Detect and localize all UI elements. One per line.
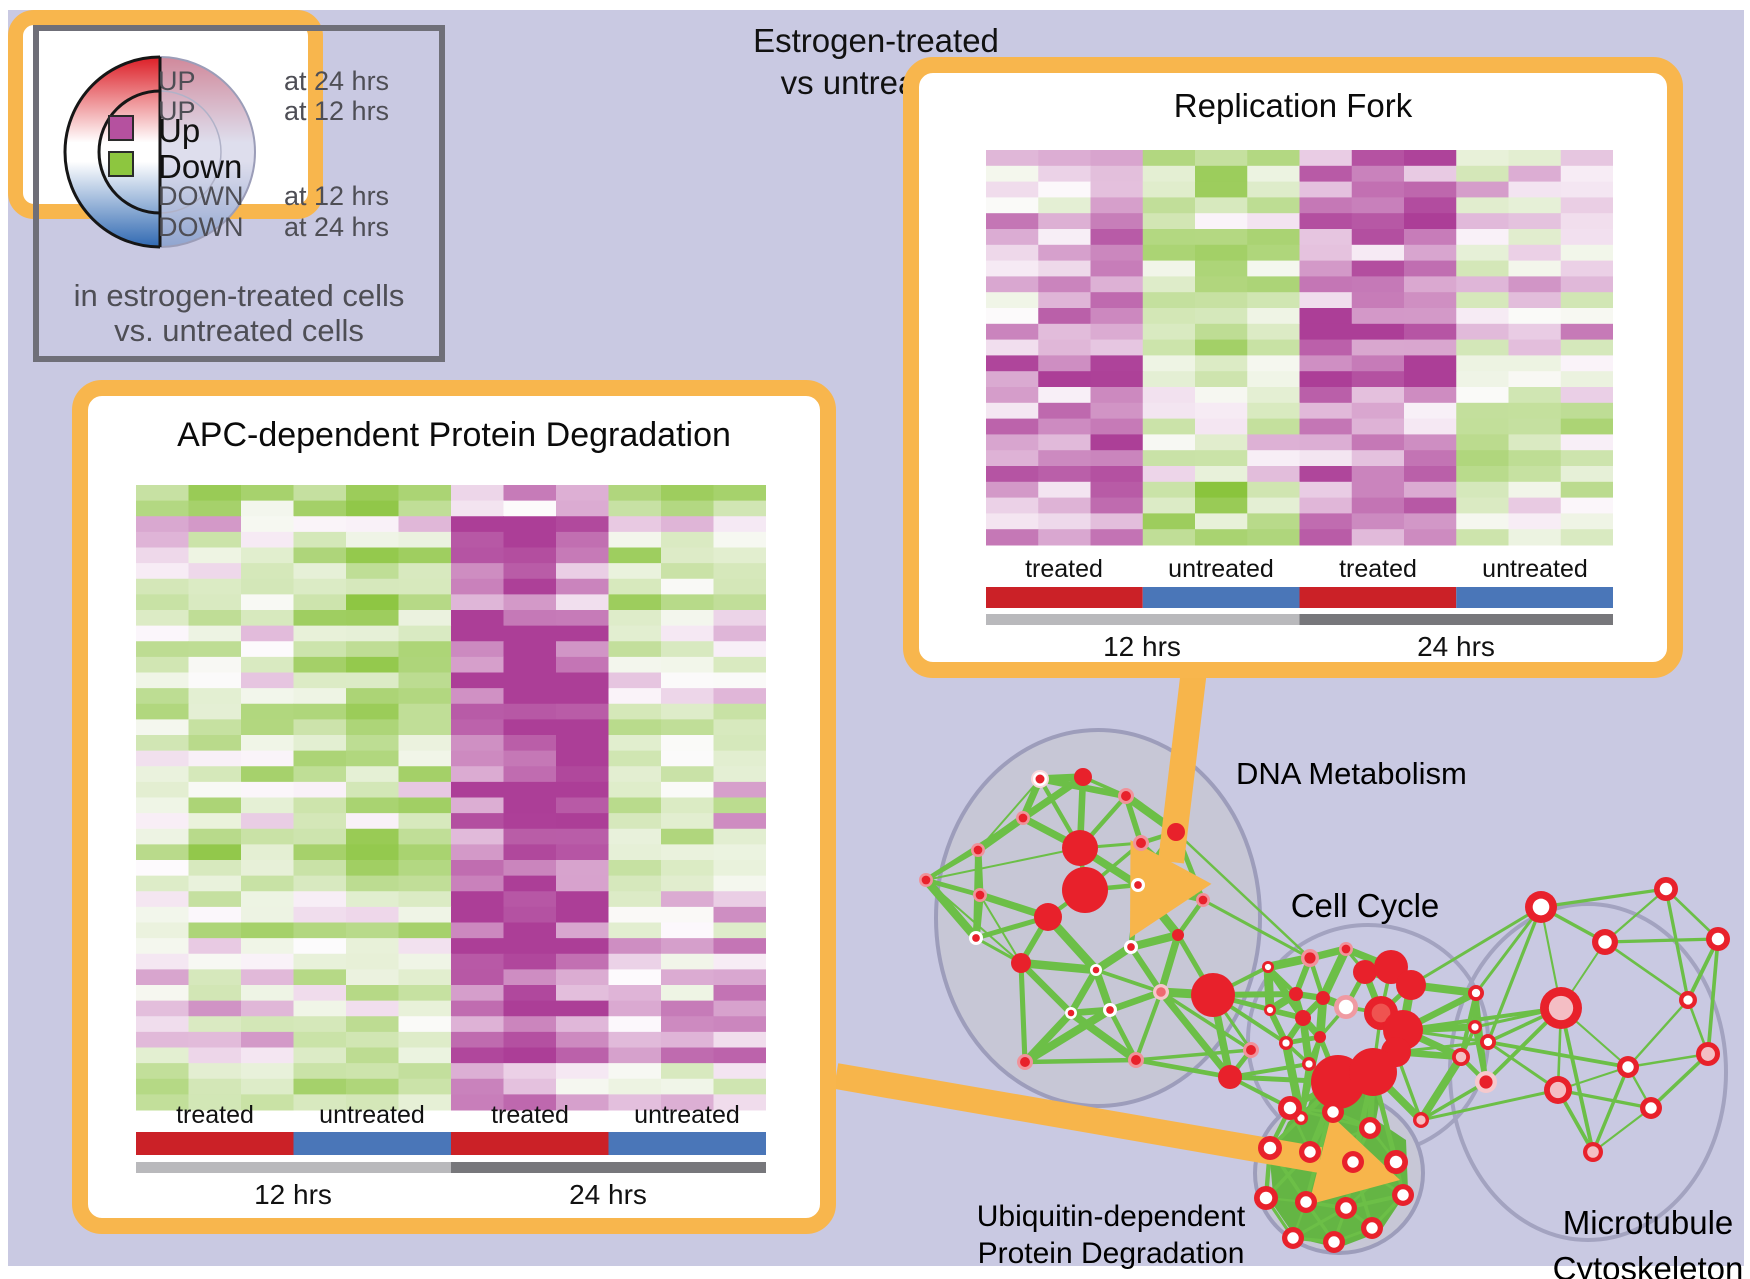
direction-legend-box: Estrogen-treated vs untreated: Up Down xyxy=(8,10,999,219)
apc-heatmap xyxy=(136,485,766,1173)
interp-time-1: at 24 hrs xyxy=(284,66,390,96)
cluster-label-cell-cycle: Cell Cycle xyxy=(1290,887,1440,924)
cluster-label-dna-metabolism: DNA Metabolism xyxy=(1236,756,1467,791)
interp-dir-4: DOWN xyxy=(158,212,244,242)
cluster-label-ubiquitin-line1: Ubiquitin-dependent xyxy=(976,1200,1246,1233)
apc-group-label-2: untreated xyxy=(319,1101,425,1129)
down-label: Down xyxy=(158,148,243,185)
direction-legend-title-line1: Estrogen-treated xyxy=(753,22,999,59)
rf-group-label-4: untreated xyxy=(1482,555,1588,583)
interp-caption-line1: in estrogen-treated cells xyxy=(73,278,405,313)
interp-time-2: at 12 hrs xyxy=(284,96,390,126)
apc-group-label-3: treated xyxy=(491,1101,569,1129)
up-color-swatch xyxy=(108,115,134,141)
interp-caption-line2: vs. untreated cells xyxy=(114,313,364,348)
replication-fork-panel: Replication Fork treated untreated treat… xyxy=(903,57,1683,678)
rf-group-label-3: treated xyxy=(1339,555,1417,583)
down-color-swatch xyxy=(108,151,134,177)
rf-time-label-24: 24 hrs xyxy=(1417,631,1495,662)
apc-title: APC-dependent Protein Degradation xyxy=(177,416,731,454)
rf-title: Replication Fork xyxy=(1173,87,1413,124)
legend-item-up: Up xyxy=(8,112,293,149)
cluster-label-microtubule: Microtubule xyxy=(1562,1204,1734,1241)
apc-group-label-4: untreated xyxy=(634,1101,740,1129)
interp-dir-1: UP xyxy=(158,66,196,96)
cluster-label-cytoskeleton: Cytoskeleton xyxy=(1552,1250,1744,1279)
apc-time-label-24: 24 hrs xyxy=(569,1179,647,1210)
apc-time-label-12: 12 hrs xyxy=(254,1179,332,1210)
up-down-venn-icon xyxy=(63,55,256,249)
rf-group-label-2: untreated xyxy=(1168,555,1274,583)
interp-time-4: at 24 hrs xyxy=(284,212,390,242)
gene-network-graph xyxy=(833,668,1730,1255)
interpretation-legend-box xyxy=(33,25,445,362)
rf-heatmap xyxy=(986,150,1613,625)
interp-dir-2: UP xyxy=(158,96,196,126)
cluster-label-ubiquitin-line2: Protein Degradation xyxy=(977,1237,1245,1270)
interp-time-3: at 12 hrs xyxy=(284,181,390,211)
rf-group-label-1: treated xyxy=(1025,555,1103,583)
up-label: Up xyxy=(158,112,201,149)
rf-time-label-12: 12 hrs xyxy=(1103,631,1181,662)
figure-canvas: UP at 24 hrs UP at 12 hrs DOWN at 12 hrs… xyxy=(8,10,1744,1279)
apc-group-label-1: treated xyxy=(176,1101,254,1129)
apc-degradation-panel: APC-dependent Protein Degradation treate… xyxy=(72,380,836,1234)
interp-dir-3: DOWN xyxy=(158,181,244,211)
legend-item-down: Down xyxy=(8,148,293,185)
